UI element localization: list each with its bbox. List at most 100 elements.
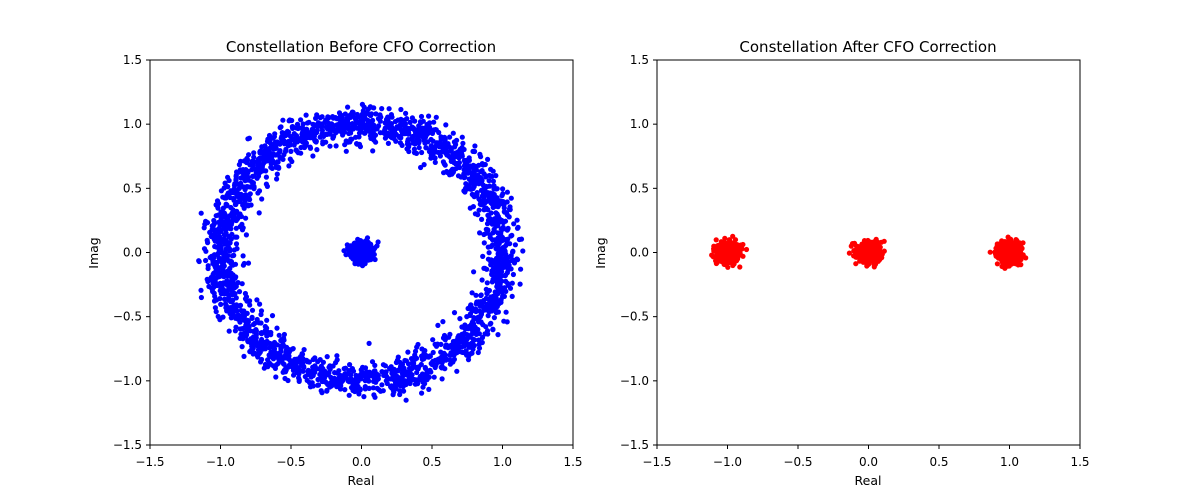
scatter-point xyxy=(222,219,228,225)
scatter-point xyxy=(493,290,499,296)
scatter-point xyxy=(422,140,428,146)
scatter-point xyxy=(500,186,506,192)
scatter-point xyxy=(360,364,366,370)
scatter-point xyxy=(514,217,520,223)
scatter-point xyxy=(314,147,320,153)
scatter-point xyxy=(489,271,495,278)
scatter-point xyxy=(249,307,256,313)
scatter-point xyxy=(277,149,283,155)
x-tick-label: 0.5 xyxy=(422,455,441,469)
scatter-point xyxy=(737,264,743,270)
scatter-point xyxy=(987,249,993,255)
scatter-point xyxy=(490,178,496,184)
scatter-point xyxy=(459,324,465,330)
scatter-point xyxy=(233,324,239,330)
scatter-point xyxy=(212,230,218,236)
scatter-point xyxy=(254,166,260,172)
scatter-point xyxy=(501,237,507,243)
scatter-point xyxy=(721,256,727,262)
scatter-point xyxy=(355,119,361,125)
scatter-point xyxy=(217,273,223,279)
scatter-point xyxy=(258,311,264,318)
scatter-point xyxy=(498,198,505,204)
scatter-point xyxy=(237,319,243,325)
scatter-point xyxy=(241,353,247,359)
scatter-point xyxy=(848,243,854,249)
scatter-point xyxy=(379,382,385,388)
scatter-point xyxy=(253,332,259,338)
scatter-point xyxy=(364,255,370,261)
scatter-point xyxy=(229,289,236,295)
scatter-point xyxy=(215,313,221,320)
scatter-point xyxy=(232,261,239,267)
scatter-point xyxy=(218,264,225,270)
scatter-point xyxy=(281,331,287,338)
scatter-point xyxy=(288,148,294,154)
scatter-point xyxy=(231,247,237,253)
scatter-point xyxy=(479,177,485,183)
scatter-point xyxy=(506,265,513,271)
scatter-point xyxy=(241,205,247,211)
scatter-point xyxy=(244,328,250,334)
scatter-point xyxy=(361,394,367,400)
scatter-point xyxy=(468,322,474,328)
y-axis-ticks: −1.5 −1.0 −0.5 0.0 0.5 1.0 1.5 xyxy=(620,53,657,452)
scatter-point xyxy=(382,120,388,126)
x-tick-label: −1.0 xyxy=(713,455,742,469)
scatter-point xyxy=(865,248,871,254)
scatter-point xyxy=(216,242,222,248)
scatter-point xyxy=(247,298,253,304)
scatter-point xyxy=(249,314,255,320)
scatter-point xyxy=(735,246,742,252)
scatter-point xyxy=(270,159,276,165)
scatter-point xyxy=(246,152,252,158)
scatter-point xyxy=(858,245,864,251)
scatter-point xyxy=(217,296,223,302)
scatter-point xyxy=(306,133,312,139)
scatter-point xyxy=(247,191,253,197)
scatter-point xyxy=(206,283,212,290)
scatter-point xyxy=(998,252,1005,258)
scatter-point xyxy=(235,280,241,286)
scatter-point xyxy=(375,376,381,382)
scatter-point xyxy=(426,130,432,136)
scatter-point xyxy=(324,131,330,137)
scatter-point xyxy=(303,140,309,146)
scatter-point xyxy=(481,231,487,238)
scatter-point xyxy=(246,323,252,330)
scatter-point xyxy=(504,227,510,233)
scatter-point xyxy=(228,226,234,232)
scatter-point xyxy=(509,280,515,286)
scatter-point xyxy=(370,148,376,154)
scatter-point xyxy=(353,134,359,140)
scatter-point xyxy=(397,365,403,371)
scatter-point xyxy=(250,321,257,328)
scatter-point xyxy=(270,355,276,361)
scatter-point xyxy=(341,366,347,372)
scatter-point xyxy=(510,271,516,278)
scatter-point xyxy=(478,154,484,160)
scatter-point xyxy=(500,287,506,293)
scatter-point xyxy=(482,331,488,337)
scatter-point xyxy=(231,197,237,203)
scatter-point xyxy=(440,146,446,152)
scatter-point xyxy=(415,381,421,387)
scatter-point xyxy=(324,354,330,360)
x-tick-label: 1.0 xyxy=(1000,455,1019,469)
scatter-point xyxy=(278,346,284,352)
scatter-point xyxy=(242,290,248,297)
scatter-point xyxy=(479,277,485,283)
scatter-point xyxy=(220,314,226,320)
scatter-point xyxy=(266,345,273,351)
scatter-point xyxy=(414,344,420,350)
scatter-point xyxy=(278,155,284,161)
scatter-point xyxy=(334,376,340,383)
scatter-point xyxy=(393,379,399,385)
scatter-point xyxy=(207,229,213,235)
scatter-point xyxy=(324,387,330,393)
scatter-point xyxy=(198,210,204,216)
scatter-point xyxy=(222,232,228,238)
scatter-point xyxy=(365,239,371,245)
scatter-point xyxy=(719,247,726,254)
scatter-point xyxy=(223,305,229,311)
